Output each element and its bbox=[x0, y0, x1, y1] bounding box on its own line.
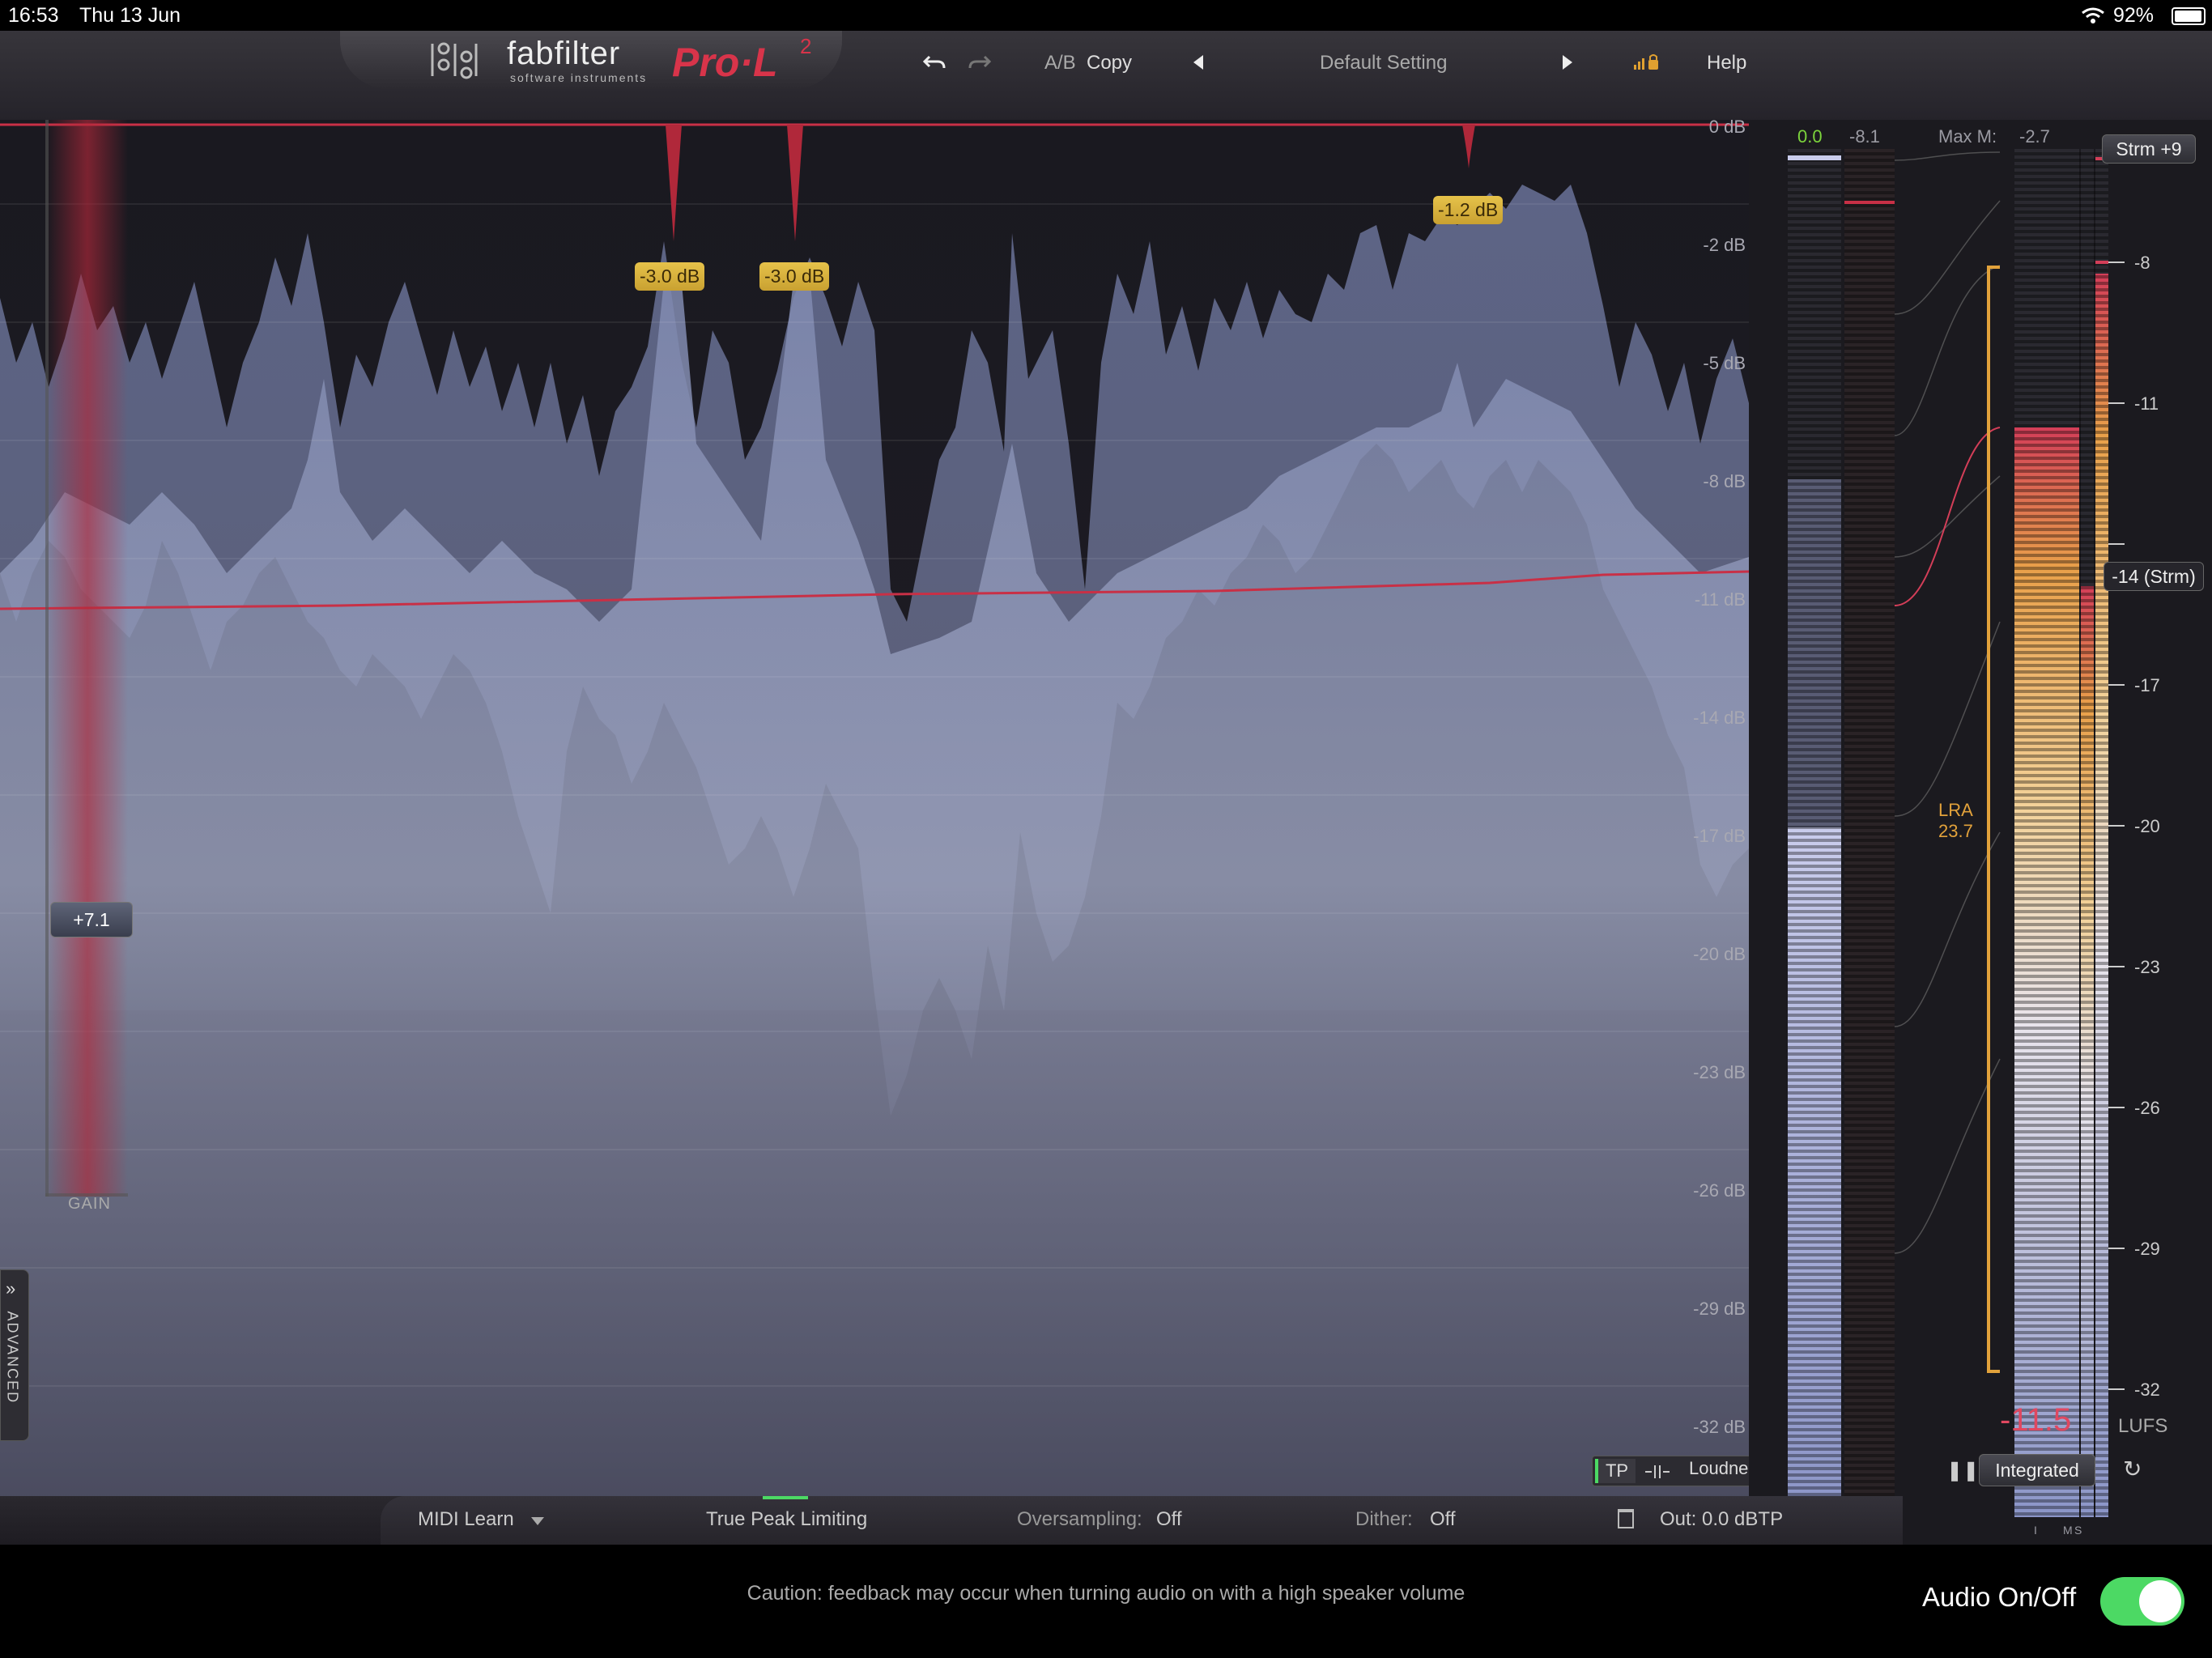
audio-toggle-knob bbox=[2139, 1580, 2181, 1622]
oversampling-label: Oversampling: bbox=[1017, 1508, 1142, 1530]
copy-button[interactable]: Copy bbox=[1087, 52, 1133, 74]
advanced-label: ADVANCED bbox=[4, 1311, 21, 1405]
meter-col-i: I bbox=[2034, 1524, 2037, 1537]
loudness-scale-label: -23 bbox=[2134, 957, 2160, 977]
true-peak-limiting-button[interactable]: True Peak Limiting bbox=[706, 1508, 868, 1530]
advanced-tab[interactable]: » ADVANCED bbox=[0, 1269, 29, 1441]
undo-icon[interactable] bbox=[923, 52, 946, 71]
input-peak-value: 0.0 bbox=[1797, 126, 1823, 147]
loudness-readout: -11.5 bbox=[2000, 1402, 2072, 1438]
lra-label: LRA bbox=[1938, 800, 1973, 820]
midi-lock-icon[interactable] bbox=[1634, 53, 1661, 71]
preset-name[interactable]: Default Setting bbox=[1320, 52, 1448, 74]
audio-toggle-label: Audio On/Off bbox=[1922, 1582, 2077, 1612]
logo-area bbox=[340, 31, 842, 89]
db-label: -32 dB bbox=[1693, 1417, 1746, 1437]
loudness-target-button[interactable]: Strm +9 bbox=[2102, 134, 2196, 164]
loudness-scale-label: -11 bbox=[2134, 393, 2159, 414]
tpl-indicator bbox=[763, 1496, 808, 1499]
product-name: Pro·L bbox=[672, 40, 778, 85]
oversampling-value[interactable]: Off bbox=[1156, 1508, 1182, 1530]
loudness-scale-label: -26 bbox=[2134, 1098, 2160, 1118]
gain-reduction-peak bbox=[787, 125, 803, 241]
loudness-scale-label: -8 bbox=[2134, 253, 2150, 273]
header-bar: fabfilter software instruments Pro·L 2 A… bbox=[0, 31, 2212, 120]
help-button[interactable]: Help bbox=[1707, 52, 1747, 74]
waveform-mode-icon[interactable] bbox=[1644, 1462, 1671, 1482]
db-label: -2 dB bbox=[1703, 235, 1746, 255]
redo-icon[interactable] bbox=[968, 52, 991, 71]
preset-next-icon[interactable] bbox=[1561, 55, 1572, 70]
brand-name: fabfilter bbox=[507, 36, 621, 71]
db-label: -20 dB bbox=[1693, 944, 1746, 964]
fabfilter-logo-icon bbox=[431, 42, 478, 79]
expand-icon: » bbox=[6, 1278, 16, 1299]
loudness-unit: LUFS bbox=[2118, 1415, 2168, 1437]
meter-col-m: M bbox=[2063, 1524, 2073, 1537]
status-time: 16:53 bbox=[8, 4, 59, 27]
gain-reduction-badge: -1.2 dB bbox=[1433, 196, 1504, 224]
product-version: 2 bbox=[800, 34, 812, 58]
loudness-scale-label: -20 bbox=[2134, 816, 2160, 836]
preset-prev-icon[interactable] bbox=[1193, 55, 1205, 70]
battery-icon bbox=[2172, 7, 2206, 25]
max-m-value: -2.7 bbox=[2019, 126, 2050, 147]
brand-subtitle: software instruments bbox=[510, 71, 648, 84]
output-peak-value: -8.1 bbox=[1849, 126, 1880, 147]
gain-reduction-peak bbox=[1462, 125, 1475, 168]
bottom-bar bbox=[0, 1496, 1903, 1545]
battery-percent: 92% bbox=[2113, 4, 2155, 27]
loudness-scale-label: -29 bbox=[2134, 1239, 2160, 1259]
gain-reduction-peak bbox=[666, 125, 682, 241]
reset-icon[interactable]: ↻ bbox=[2123, 1456, 2142, 1482]
db-label: -17 dB bbox=[1693, 826, 1746, 846]
dither-label: Dither: bbox=[1355, 1508, 1413, 1530]
loudness-scale-label: -17 bbox=[2134, 675, 2160, 695]
db-label: -11 dB bbox=[1694, 589, 1746, 610]
wifi-icon bbox=[2082, 7, 2104, 23]
output-icon[interactable] bbox=[1618, 1509, 1634, 1528]
db-label: -14 dB bbox=[1693, 708, 1746, 728]
gain-reduction-badge: -3.0 dB bbox=[635, 262, 705, 291]
waveform-graph bbox=[0, 120, 1749, 1496]
meter-panel: 0.0 -8.1 Max M: -2.7 Strm +9 -14 (Strm) … bbox=[1749, 120, 2212, 1545]
db-label: 0 dB bbox=[1708, 120, 1746, 137]
db-label: -5 dB bbox=[1703, 353, 1746, 373]
midi-learn-button[interactable]: MIDI Learn bbox=[418, 1508, 514, 1530]
db-label: -26 dB bbox=[1693, 1180, 1746, 1201]
status-date: Thu 13 Jun bbox=[79, 4, 181, 27]
ab-button[interactable]: A/B bbox=[1044, 52, 1076, 74]
gain-value-handle[interactable]: +7.1 bbox=[50, 902, 133, 937]
lra-value: 23.7 bbox=[1938, 821, 1973, 841]
meter-col-s: S bbox=[2074, 1524, 2082, 1537]
db-label: -23 dB bbox=[1693, 1062, 1746, 1082]
loudness-line bbox=[0, 570, 1749, 610]
max-m-label: Max M: bbox=[1938, 126, 1997, 147]
app-window: fabfilter software instruments Pro·L 2 A… bbox=[0, 31, 2212, 1545]
integration-mode-button[interactable]: Integrated bbox=[1979, 1454, 2095, 1486]
db-label: -29 dB bbox=[1693, 1299, 1746, 1319]
pause-icon[interactable]: ❚❚ bbox=[1946, 1460, 1980, 1482]
tp-button[interactable]: TP bbox=[1595, 1459, 1636, 1483]
host-footer: Caution: feedback may occur when turning… bbox=[0, 1545, 2212, 1658]
gain-reduction-badge: -3.0 dB bbox=[759, 262, 830, 291]
caution-text: Caution: feedback may occur when turning… bbox=[747, 1582, 1465, 1605]
gain-label: GAIN bbox=[68, 1195, 111, 1213]
status-bar: 16:53 Thu 13 Jun 92% bbox=[0, 0, 2212, 31]
loudness-scale-label: -32 bbox=[2134, 1380, 2160, 1400]
dither-value[interactable]: Off bbox=[1430, 1508, 1456, 1530]
output-level-button[interactable]: Out: 0.0 dBTP bbox=[1660, 1508, 1784, 1530]
waveform-display[interactable]: 0 dB -2 dB -5 dB -8 dB -11 dB -14 dB -17… bbox=[0, 120, 1749, 1496]
db-label: -8 dB bbox=[1703, 471, 1746, 491]
output-waveform bbox=[0, 266, 1749, 1496]
target-marker: -14 (Strm) bbox=[2104, 562, 2204, 591]
midi-dropdown-icon[interactable] bbox=[531, 1517, 544, 1525]
